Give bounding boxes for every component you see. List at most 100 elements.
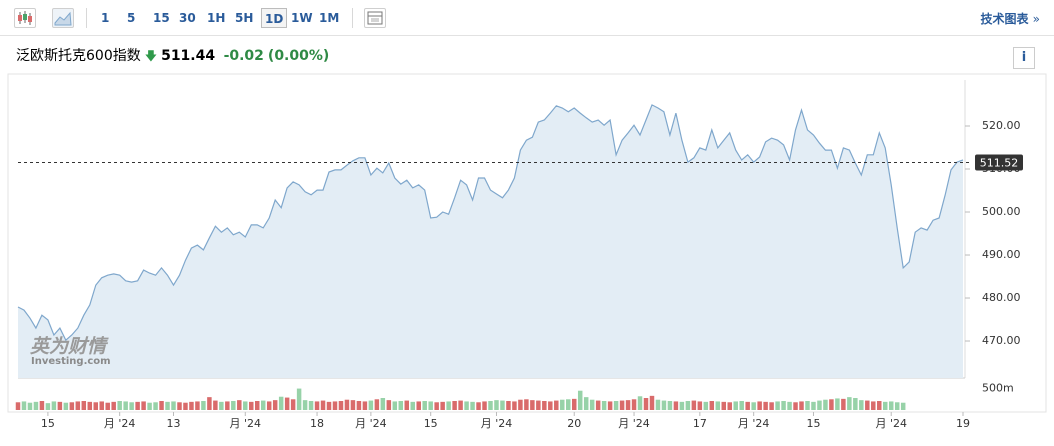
volume-bar (33, 401, 39, 410)
volume-bar (877, 401, 882, 410)
volume-bar (595, 400, 601, 410)
volume-bar (452, 401, 457, 410)
volume-bar (249, 401, 254, 410)
volume-bar (159, 401, 164, 410)
price-area (18, 104, 963, 379)
volume-bar (165, 401, 170, 410)
interval-button[interactable]: 5 (127, 11, 136, 25)
volume-bar (207, 397, 212, 410)
y-tick-label: 480.00 (982, 291, 1021, 304)
y-tick-label: 500.00 (982, 205, 1021, 218)
volume-bar (721, 401, 727, 410)
interval-button[interactable]: 1W (291, 11, 313, 25)
x-tick-label: 月 '24 (738, 417, 770, 430)
separator (86, 8, 87, 28)
volume-bar (530, 400, 535, 410)
interval-button[interactable]: 30 (179, 11, 196, 25)
interval-button[interactable]: 1 (101, 11, 110, 25)
toolbar: 1 5 15 30 1H 5H 1D 1W 1M 技术图表 » (0, 0, 1054, 36)
volume-bar (69, 402, 75, 410)
volume-bar (673, 401, 679, 410)
volume-bar (446, 401, 451, 410)
volume-bar (93, 402, 98, 410)
volume-bar (613, 401, 619, 410)
interval-button[interactable]: 1M (319, 11, 340, 25)
volume-bar (787, 401, 792, 410)
volume-bar (757, 401, 762, 410)
interval-button[interactable]: 15 (153, 11, 170, 25)
volume-bar (320, 400, 326, 410)
watermark-cn: 英为财情 (30, 336, 109, 358)
volume-bar (27, 402, 33, 410)
volume-bar (404, 400, 410, 410)
volume-bar (243, 401, 248, 410)
volume-bar (284, 397, 290, 410)
volume-bar (183, 402, 188, 410)
volume-bar (87, 401, 93, 410)
volume-bar (536, 400, 541, 410)
volume-bar (631, 399, 637, 410)
volume-bar (213, 400, 218, 410)
volume-bar (302, 400, 308, 410)
link-text[interactable]: 技术图表 (980, 12, 1029, 26)
volume-bar (751, 402, 756, 410)
area-icon[interactable] (52, 8, 74, 28)
volume-bar (625, 400, 631, 410)
price: 511.44 (161, 48, 216, 64)
volume-bar (356, 401, 362, 410)
volume-bar (392, 401, 398, 410)
volume-bar (260, 400, 266, 410)
volume-bar (649, 395, 655, 410)
table-icon[interactable] (364, 8, 386, 28)
volume-bar (697, 401, 703, 410)
volume-bar (470, 401, 475, 410)
x-tick-label: 20 (567, 417, 581, 430)
volume-bar (57, 401, 63, 410)
header: 泛欧斯托克600指数 🡇 511.44 -0.02 (0.00%) (16, 45, 333, 68)
volume-bar (548, 401, 553, 410)
volume-bar (793, 402, 798, 410)
volume-bar (554, 400, 559, 410)
volume-bar (332, 401, 338, 410)
volume-bar (829, 399, 834, 410)
x-tick-label: 月 '24 (875, 417, 907, 430)
technical-chart-link[interactable]: 技术图表 » (980, 12, 1040, 26)
volume-bar (422, 401, 427, 410)
x-tick-label: 15 (41, 417, 55, 430)
volume-bar (410, 401, 415, 410)
info-button[interactable]: i (1013, 47, 1035, 69)
volume-bar (542, 401, 547, 410)
volume-bar (39, 401, 45, 410)
volume-bar (153, 402, 158, 410)
volume-bar (296, 388, 302, 410)
y-tick-label: 470.00 (982, 334, 1021, 347)
volume-bar (679, 401, 685, 410)
volume-bar (147, 402, 152, 410)
volume-bar (506, 401, 511, 410)
interval-button[interactable]: 1D (261, 8, 288, 28)
volume-bar (51, 401, 57, 410)
volume-bar (105, 402, 110, 410)
candle-icon[interactable] (14, 8, 36, 28)
volume-bar (811, 401, 816, 410)
interval-button[interactable]: 1H (207, 11, 226, 25)
volume-bar (314, 401, 320, 410)
volume-bar (45, 403, 51, 410)
price-line (17, 104, 964, 342)
volume-bar (344, 399, 350, 410)
volume-bar (715, 401, 721, 410)
volume-bar (231, 401, 236, 410)
y-tick-label: 520.00 (982, 119, 1021, 132)
volume-bar (368, 400, 374, 410)
volume-bar (859, 400, 864, 410)
volume-bar (577, 390, 583, 410)
volume-bar (667, 401, 673, 410)
volume-bar (637, 396, 643, 410)
volume-bar (871, 401, 876, 410)
volume-bar (685, 401, 691, 410)
volume-bar (237, 400, 242, 410)
volume-bar (900, 402, 906, 410)
volume-bar (847, 397, 852, 410)
instrument-name: 泛欧斯托克600指数 (16, 48, 141, 64)
interval-button[interactable]: 5H (235, 11, 254, 25)
